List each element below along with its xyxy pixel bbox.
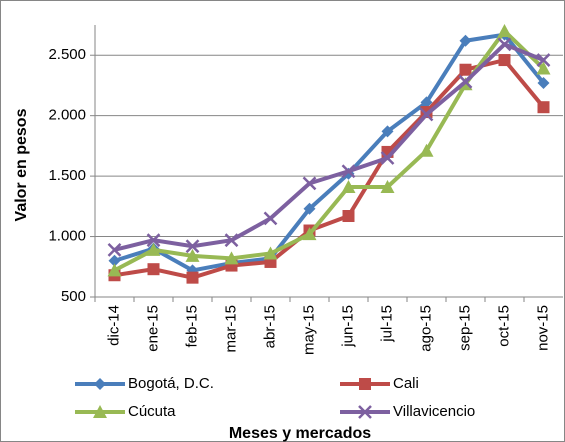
x-tick-label: jul-15: [378, 305, 395, 343]
x-tick-label: nov-15: [534, 305, 551, 351]
data-point: [302, 227, 317, 241]
data-point: [303, 202, 316, 215]
legend-marker: [94, 378, 106, 390]
series-line: [114, 57, 546, 280]
x-tick-label: feb-15: [183, 305, 200, 348]
x-tick-label: jun-15: [339, 305, 356, 348]
x-tick-label: sep-15: [456, 305, 473, 351]
data-point: [497, 37, 512, 52]
y-tick-label: 1.500: [48, 167, 86, 184]
series-line: [114, 42, 545, 252]
legend-label: Villavicencio: [393, 403, 475, 420]
data-point: [498, 54, 511, 67]
data-point: [302, 176, 317, 191]
data-point: [263, 211, 278, 226]
x-tick-label: oct-15: [495, 305, 512, 347]
data-point: [264, 255, 277, 268]
legend-marker: [93, 405, 107, 418]
data-point: [146, 233, 161, 248]
x-tick-label: ago-15: [417, 305, 434, 352]
data-point: [224, 251, 239, 265]
data-point: [224, 233, 239, 248]
data-point: [146, 242, 161, 256]
data-point: [185, 239, 200, 254]
data-point: [420, 96, 433, 109]
data-point: [380, 151, 395, 165]
data-point: [537, 101, 550, 114]
data-point: [108, 254, 121, 267]
y-tick-label: 500: [61, 288, 86, 305]
legend-label: Cali: [393, 375, 419, 392]
data-point: [381, 125, 394, 138]
series-line: [113, 32, 546, 273]
x-axis-title: Meses y mercados: [229, 425, 371, 442]
x-tick-label: mar-15: [222, 305, 239, 353]
y-tick-label: 2.000: [48, 107, 86, 124]
data-point: [341, 164, 356, 179]
data-point: [536, 53, 551, 67]
data-point: [263, 246, 278, 260]
data-point: [342, 210, 355, 223]
data-point: [186, 271, 199, 284]
data-point: [107, 263, 122, 277]
data-point: [459, 34, 472, 47]
data-point: [459, 63, 472, 76]
legend-label: Bogotá, D.C.: [128, 375, 214, 392]
data-point: [147, 263, 160, 276]
legend-marker: [359, 378, 371, 390]
x-tick-label: may-15: [300, 305, 317, 355]
y-tick-label: 2.500: [48, 46, 86, 63]
data-point: [497, 24, 512, 38]
data-point: [537, 77, 550, 90]
data-point: [536, 61, 551, 75]
data-point: [380, 179, 395, 193]
y-axis-title: Valor en pesos: [13, 108, 30, 221]
data-point: [458, 74, 473, 89]
x-tick-label: dic-14: [105, 305, 122, 346]
data-point: [419, 107, 434, 122]
legend-marker: [358, 405, 372, 419]
x-tick-label: abr-15: [261, 305, 278, 348]
data-point: [341, 179, 356, 193]
data-point: [107, 242, 122, 257]
x-tick-label: ene-15: [144, 305, 161, 352]
legend-label: Cúcuta: [128, 403, 176, 420]
data-point: [185, 248, 200, 262]
y-tick-label: 1.000: [48, 228, 86, 245]
data-point: [419, 143, 434, 157]
